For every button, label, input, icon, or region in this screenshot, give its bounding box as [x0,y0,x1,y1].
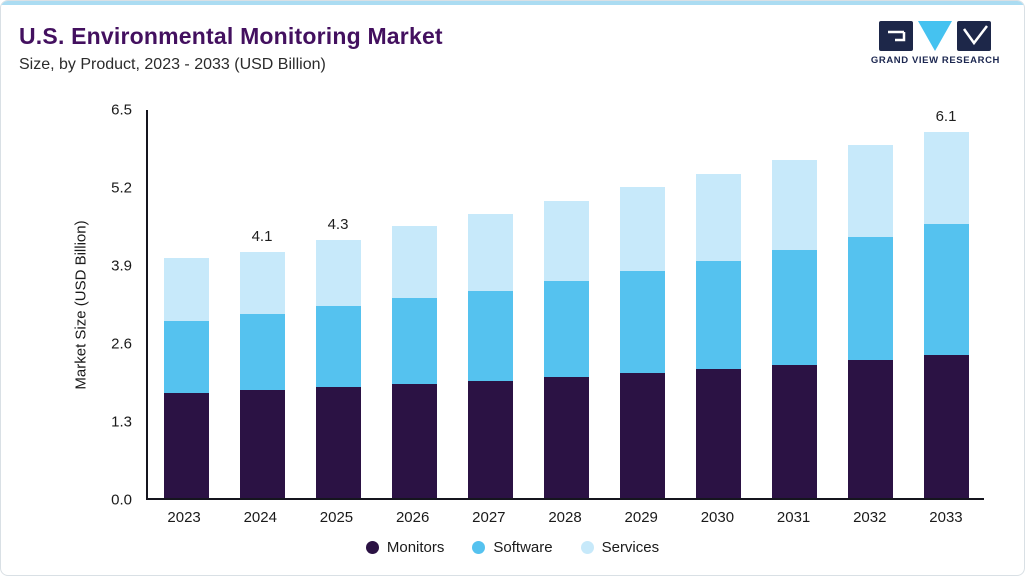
segment-services [467,214,513,291]
segment-software [543,280,589,377]
bar-slot-2031 [756,110,832,498]
legend-dot [580,541,594,554]
plot-area: 4.1 4.3 6.1 [146,108,984,500]
segment-software [923,224,969,356]
x-tick-label: 2031 [776,509,811,526]
segment-software [163,321,209,393]
bar-slot-2024: 4.1 [224,110,300,498]
bar-slot-2025: 4.3 [300,110,376,498]
top-accent-line [1,1,1024,5]
bars-container: 4.1 4.3 6.1 [148,108,984,498]
segment-software [847,237,893,360]
legend-item-software: Software [472,539,553,556]
stacked-bar-2033 [923,132,969,498]
segment-services [315,240,361,306]
stacked-bar-2029 [619,187,665,498]
bar-total-label: 4.1 [251,228,273,246]
segment-services [847,145,893,237]
segment-monitors [391,384,437,498]
x-tick-label: 2023 [167,509,201,526]
stacked-bar-2023 [163,258,209,498]
segment-software [695,261,741,369]
legend-dot [472,541,486,554]
y-tick-label: 0.0 [111,491,132,509]
x-tick-label: 2032 [853,509,887,526]
segment-software [619,271,665,374]
bar-slot-2026 [376,110,452,498]
x-tick-label: 2025 [319,509,354,526]
y-tick-label: 2.6 [111,335,132,353]
x-axis-labels: 2023 2024 2025 2026 2027 2028 2029 2030 2031 2032… [146,500,984,526]
segment-monitors [695,369,741,498]
segment-software [239,313,285,390]
y-tick-label: 5.2 [111,179,132,197]
stacked-bar-2027 [467,214,513,498]
segment-services [239,252,285,314]
legend-label: Monitors [386,539,445,556]
grand-view-research-logo: GRAND VIEW RESEARCH [871,21,1000,66]
bar-slot-2032 [832,110,908,498]
logo-icon [879,21,992,51]
stacked-bar-2031 [771,159,817,498]
segment-services [771,159,817,250]
legend-item-services: Services [580,539,660,556]
segment-monitors [467,381,513,498]
segment-services [391,226,437,299]
segment-monitors [771,364,817,498]
stacked-bar-2028 [543,201,589,498]
stacked-bar-2025 [315,240,361,498]
bar-total-label: 4.3 [327,216,349,233]
segment-software [771,249,817,365]
segment-monitors [619,373,665,498]
segment-services [923,132,969,225]
segment-software [315,306,361,387]
segment-software [391,298,437,384]
stacked-bar-2032 [847,145,893,498]
segment-monitors [923,355,969,498]
bar-slot-2028 [528,110,604,498]
chart-area: Market Size (USD Billion) 0.0 1.3 2.6 3.9 5.… [1,102,1024,509]
segment-services [619,187,665,272]
stacked-bar-2024 [239,252,285,498]
page-subtitle: Size, by Product, 2023 - 2033 (USD Billi… [19,56,326,73]
x-tick-label: 2028 [548,509,582,526]
legend-label: Services [601,539,660,556]
segment-monitors [543,376,589,498]
stacked-bar-2030 [695,174,741,498]
x-tick-label: 2027 [472,509,506,526]
x-tick-label: 2024 [243,509,277,526]
bar-slot-2023 [148,110,224,498]
header: U.S. Environmental Monitoring Market Siz… [1,5,1024,74]
x-tick-label: 2030 [700,509,735,526]
segment-monitors [163,393,209,498]
y-tick-label: 1.3 [111,413,132,431]
bar-slot-2027 [452,110,528,498]
legend-item-monitors: Monitors [365,539,445,556]
legend-label: Software [493,539,553,556]
page-title: U.S. Environmental Monitoring Market [19,23,443,49]
segment-monitors [239,390,285,498]
bar-slot-2029 [604,110,680,498]
bar-slot-2030 [680,110,756,498]
x-tick-label: 2029 [624,509,658,526]
logo-text: GRAND VIEW RESEARCH [870,55,1000,66]
legend: Monitors Software Services [1,539,1024,556]
bar-slot-2033: 6.1 [908,108,984,498]
segment-software [467,291,513,381]
x-tick-label: 2033 [929,509,963,526]
segment-services [543,201,589,281]
segment-services [695,174,741,261]
x-tick-label: 2026 [395,509,430,526]
segment-services [163,258,209,321]
segment-monitors [315,387,361,498]
y-tick-label: 3.9 [111,257,132,275]
stacked-bar-2026 [391,226,437,498]
bar-total-label: 6.1 [935,108,957,126]
legend-dot [365,541,379,554]
y-tick-label: 6.5 [111,101,132,119]
segment-monitors [847,360,893,498]
y-axis-ticks: 0.0 1.3 2.6 3.9 5.2 6.5 [1,102,132,509]
